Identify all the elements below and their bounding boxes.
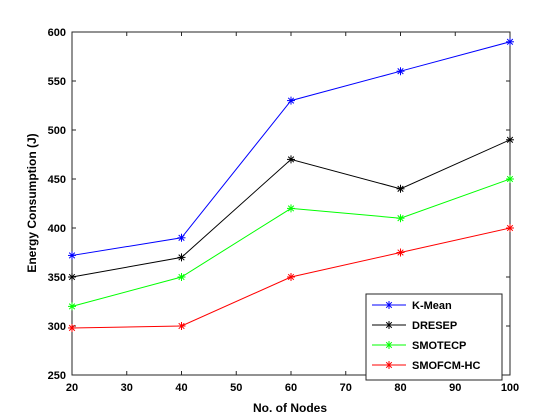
data-point-marker (68, 323, 76, 332)
y-tick-label: 300 (48, 321, 66, 333)
legend-label: K-Mean (412, 300, 452, 312)
data-point-marker (506, 37, 514, 46)
data-point-marker (506, 135, 514, 144)
x-axis-title: No. of Nodes (253, 401, 327, 415)
plot-area: 20 30 40 50 60 70 80 90 100 250 300 350 400 450 500 550… (48, 27, 520, 394)
x-tick-label: 70 (340, 382, 352, 394)
data-point-marker (177, 273, 186, 281)
legend-label: SMOTECP (412, 340, 466, 352)
data-point-marker (68, 273, 76, 281)
y-tick-label: 500 (48, 125, 66, 137)
y-tick-label: 550 (48, 76, 66, 88)
y-tick-label: 350 (48, 272, 66, 284)
x-tick-label: 90 (449, 382, 461, 394)
data-point-marker (287, 155, 295, 164)
data-point-marker (177, 322, 186, 330)
data-point-marker (287, 273, 295, 281)
y-tick-label: 400 (48, 223, 66, 235)
x-tick-label: 20 (66, 382, 78, 394)
data-point-marker (506, 175, 514, 183)
x-tick-label: 40 (175, 382, 187, 394)
data-point-marker (68, 251, 76, 260)
data-point-marker (506, 224, 514, 232)
y-tick-label: 250 (48, 370, 66, 382)
x-tick-label: 30 (121, 382, 133, 394)
y-tick-label: 450 (48, 174, 66, 186)
x-tick-label: 60 (285, 382, 297, 394)
data-point-marker (287, 204, 295, 213)
legend-marker (385, 341, 393, 349)
y-tick-label: 600 (48, 27, 66, 39)
x-tick-label: 50 (230, 382, 242, 394)
y-axis-title: Energy Consumption (J) (25, 133, 39, 272)
legend-marker (385, 361, 393, 369)
legend-label: SMOFCM-HC (412, 360, 480, 372)
legend-label: DRESEP (412, 320, 457, 332)
data-point-marker (396, 248, 405, 257)
data-point-marker (68, 302, 76, 311)
data-point-marker (396, 214, 405, 223)
x-tick-label: 100 (501, 382, 519, 394)
legend-marker (385, 321, 393, 329)
x-tick-label: 80 (394, 382, 406, 394)
legend-marker (385, 301, 393, 309)
data-point-marker (287, 96, 295, 105)
data-point-marker (177, 253, 186, 262)
data-point-marker (177, 233, 186, 242)
data-point-marker (396, 184, 405, 193)
data-point-marker (396, 67, 405, 76)
